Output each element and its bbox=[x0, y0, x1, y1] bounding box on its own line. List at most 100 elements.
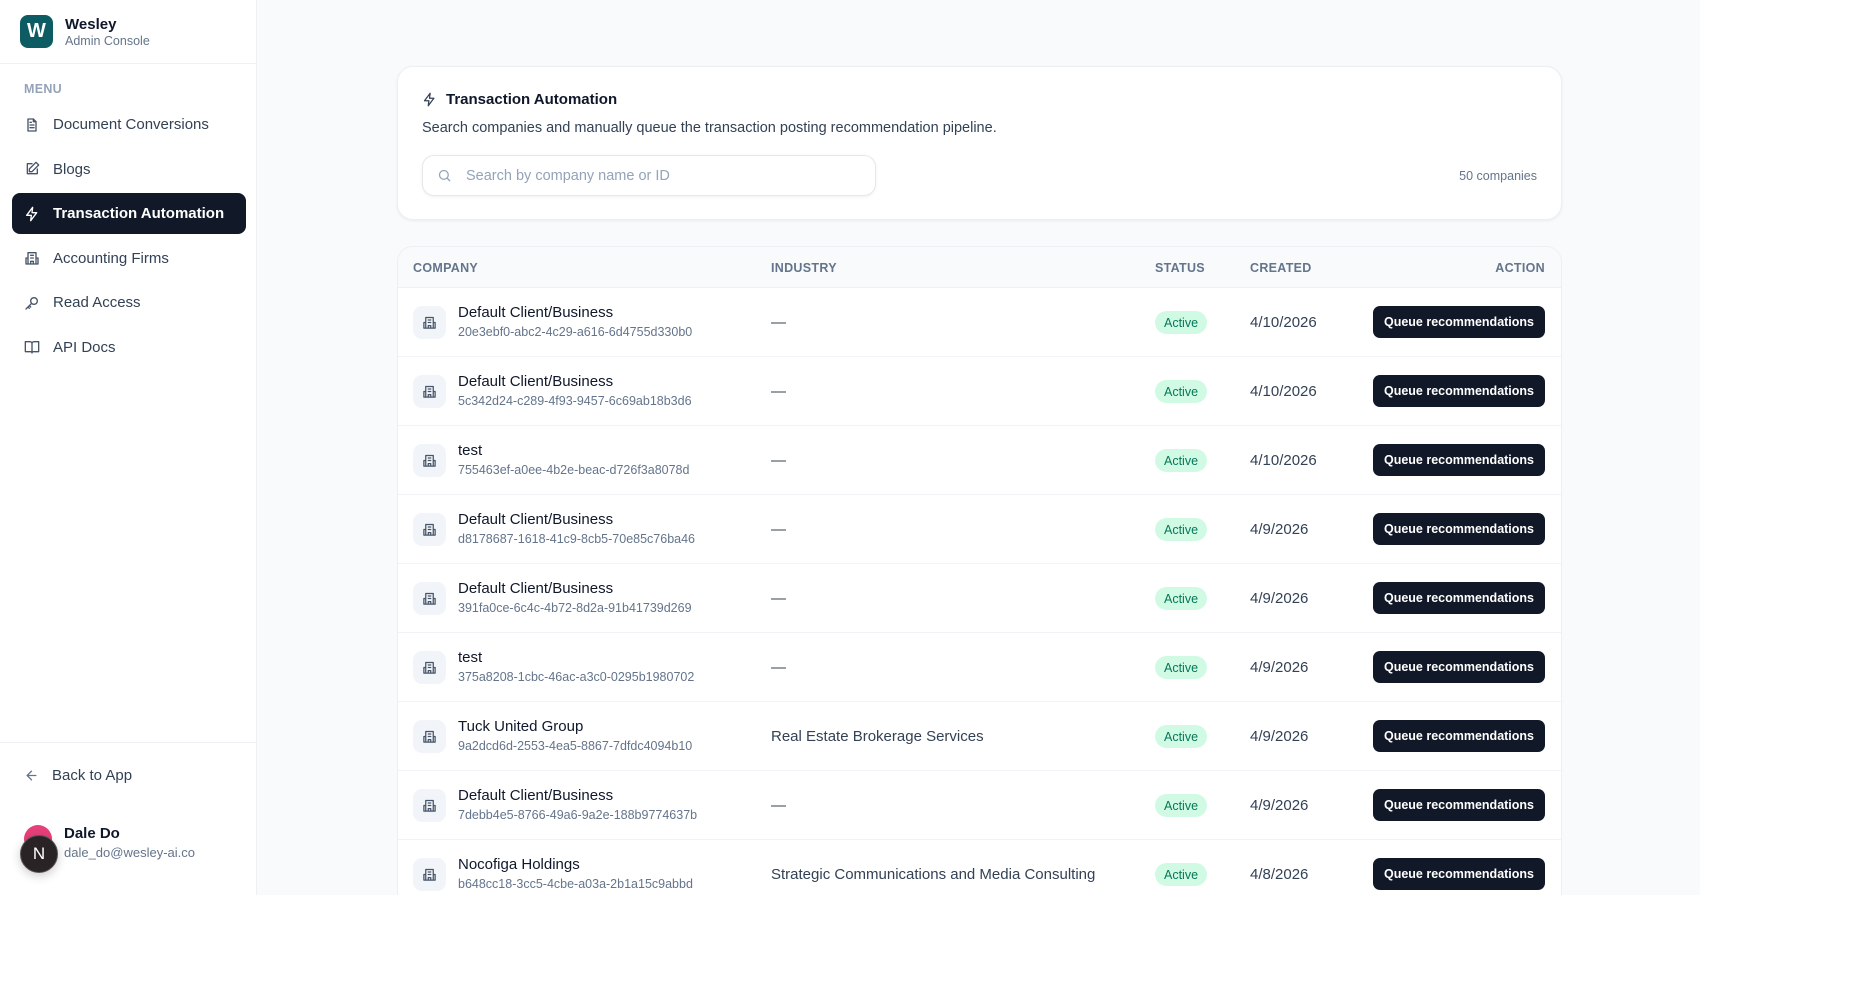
edit-icon bbox=[26, 161, 40, 175]
company-icon bbox=[413, 375, 446, 408]
company-id: 9a2dcd6d-2553-4ea5-8867-7dfdc4094b10 bbox=[458, 739, 693, 753]
zap-icon bbox=[423, 92, 435, 107]
company-icon bbox=[413, 306, 446, 339]
zap-icon bbox=[26, 206, 38, 222]
company-name: Tuck United Group bbox=[458, 718, 584, 735]
table-row: Default Client/Business 20e3ebf0-abc2-4c… bbox=[398, 288, 1561, 357]
user-name: Dale Do bbox=[64, 825, 120, 842]
key-icon bbox=[25, 296, 38, 310]
sidebar-item-blogs[interactable]: Blogs bbox=[12, 149, 246, 190]
company-industry: — bbox=[771, 521, 786, 538]
sidebar-item-label: Blogs bbox=[53, 160, 91, 178]
company-id: 375a8208-1cbc-46ac-a3c0-0295b1980702 bbox=[458, 670, 695, 684]
sidebar-nav: Document Conversions Blogs Transaction Aut… bbox=[12, 104, 246, 372]
queue-recommendations-button[interactable]: Queue recommendations bbox=[1373, 582, 1545, 614]
search-field[interactable] bbox=[422, 155, 876, 196]
created-date: 4/10/2026 bbox=[1250, 452, 1317, 469]
user-profile[interactable]: N Dale Do dale_do@wesley-ai.co bbox=[20, 825, 195, 873]
company-icon bbox=[413, 444, 446, 477]
company-name: Nocofiga Holdings bbox=[458, 856, 580, 873]
table-row: Default Client/Business d8178687-1618-41… bbox=[398, 495, 1561, 564]
brand-name: Wesley bbox=[65, 15, 117, 33]
company-id: d8178687-1618-41c9-8cb5-70e85c76ba46 bbox=[458, 532, 696, 546]
company-id: 391fa0ce-6c4c-4b72-8d2a-91b41739d269 bbox=[458, 601, 692, 615]
avatar: N bbox=[20, 825, 60, 873]
building-icon bbox=[423, 316, 436, 329]
company-name: Default Client/Business bbox=[458, 304, 614, 321]
company-name: Default Client/Business bbox=[458, 580, 614, 597]
status-badge: Active bbox=[1155, 311, 1208, 334]
sidebar-item-transaction-automation[interactable]: Transaction Automation bbox=[12, 193, 246, 235]
book-icon bbox=[24, 341, 40, 355]
back-label: Back to App bbox=[52, 767, 133, 784]
status-badge: Active bbox=[1155, 656, 1208, 679]
building-icon bbox=[423, 730, 436, 743]
sidebar-item-label: Transaction Automation bbox=[53, 205, 225, 223]
company-icon bbox=[413, 858, 446, 891]
status-badge: Active bbox=[1155, 449, 1208, 472]
file-text-icon bbox=[27, 117, 37, 132]
building-icon bbox=[423, 454, 436, 467]
queue-recommendations-button[interactable]: Queue recommendations bbox=[1373, 651, 1545, 683]
column-company: COMPANY bbox=[413, 261, 479, 275]
brand: W Wesley Admin Console bbox=[0, 0, 256, 64]
sidebar-item-read-access[interactable]: Read Access bbox=[12, 282, 246, 323]
app: W Wesley Admin Console MENU Document Con… bbox=[0, 0, 1562, 895]
queue-recommendations-button[interactable]: Queue recommendations bbox=[1373, 306, 1545, 338]
table-body: Default Client/Business 20e3ebf0-abc2-4c… bbox=[398, 288, 1561, 895]
company-name: test bbox=[458, 442, 483, 459]
company-icon bbox=[413, 513, 446, 546]
queue-recommendations-button[interactable]: Queue recommendations bbox=[1373, 444, 1545, 476]
company-industry: — bbox=[771, 590, 786, 607]
company-industry: — bbox=[771, 659, 786, 676]
company-icon bbox=[413, 789, 446, 822]
brand-subtitle: Admin Console bbox=[65, 33, 150, 48]
company-id: 755463ef-a0ee-4b2e-beac-d726f3a8078d bbox=[458, 463, 690, 477]
company-icon bbox=[413, 720, 446, 753]
table-header: COMPANY INDUSTRY STATUS CREATED ACTION bbox=[398, 247, 1561, 288]
created-date: 4/9/2026 bbox=[1250, 659, 1309, 676]
status-badge: Active bbox=[1155, 863, 1208, 886]
table-row: test 375a8208-1cbc-46ac-a3c0-0295b198070… bbox=[398, 633, 1561, 702]
company-industry: — bbox=[771, 383, 786, 400]
status-badge: Active bbox=[1155, 794, 1208, 817]
table-row: Default Client/Business 391fa0ce-6c4c-4b… bbox=[398, 564, 1561, 633]
company-industry: — bbox=[771, 797, 786, 814]
created-date: 4/8/2026 bbox=[1250, 866, 1309, 883]
back-to-app-link[interactable]: Back to App bbox=[24, 767, 132, 784]
queue-recommendations-button[interactable]: Queue recommendations bbox=[1373, 375, 1545, 407]
queue-recommendations-button[interactable]: Queue recommendations bbox=[1373, 720, 1545, 752]
queue-recommendations-button[interactable]: Queue recommendations bbox=[1373, 513, 1545, 545]
company-industry: — bbox=[771, 452, 786, 469]
building-icon bbox=[423, 661, 436, 674]
status-badge: Active bbox=[1155, 518, 1208, 541]
table-row: Tuck United Group 9a2dcd6d-2553-4ea5-886… bbox=[398, 702, 1561, 771]
user-email: dale_do@wesley-ai.co bbox=[64, 845, 195, 860]
sidebar-item-api-docs[interactable]: API Docs bbox=[12, 327, 246, 368]
brand-logo: W bbox=[20, 15, 53, 48]
building-icon bbox=[423, 592, 436, 605]
building-icon bbox=[25, 252, 39, 265]
sidebar-item-label: Read Access bbox=[53, 294, 141, 312]
search-input[interactable] bbox=[466, 167, 846, 184]
company-name: Default Client/Business bbox=[458, 787, 614, 804]
created-date: 4/9/2026 bbox=[1250, 521, 1309, 538]
status-badge: Active bbox=[1155, 587, 1208, 610]
company-industry: Strategic Communications and Media Consu… bbox=[771, 866, 1096, 883]
company-industry: — bbox=[771, 314, 786, 331]
sidebar-item-label: Accounting Firms bbox=[53, 249, 169, 267]
created-date: 4/9/2026 bbox=[1250, 728, 1309, 745]
companies-table: COMPANY INDUSTRY STATUS CREATED ACTION D… bbox=[397, 246, 1562, 895]
column-industry: INDUSTRY bbox=[771, 261, 837, 275]
sidebar-item-accounting-firms[interactable]: Accounting Firms bbox=[12, 238, 246, 279]
sidebar-item-document-conversions[interactable]: Document Conversions bbox=[12, 104, 246, 145]
table-row: Default Client/Business 7debb4e5-8766-49… bbox=[398, 771, 1561, 840]
sidebar-item-label: API Docs bbox=[53, 338, 116, 356]
created-date: 4/10/2026 bbox=[1250, 314, 1317, 331]
menu-label: MENU bbox=[24, 82, 63, 96]
company-id: 20e3ebf0-abc2-4c29-a616-6d4755d330b0 bbox=[458, 325, 693, 339]
queue-recommendations-button[interactable]: Queue recommendations bbox=[1373, 858, 1545, 890]
company-icon bbox=[413, 582, 446, 615]
company-count: 50 companies bbox=[1459, 169, 1537, 183]
queue-recommendations-button[interactable]: Queue recommendations bbox=[1373, 789, 1545, 821]
